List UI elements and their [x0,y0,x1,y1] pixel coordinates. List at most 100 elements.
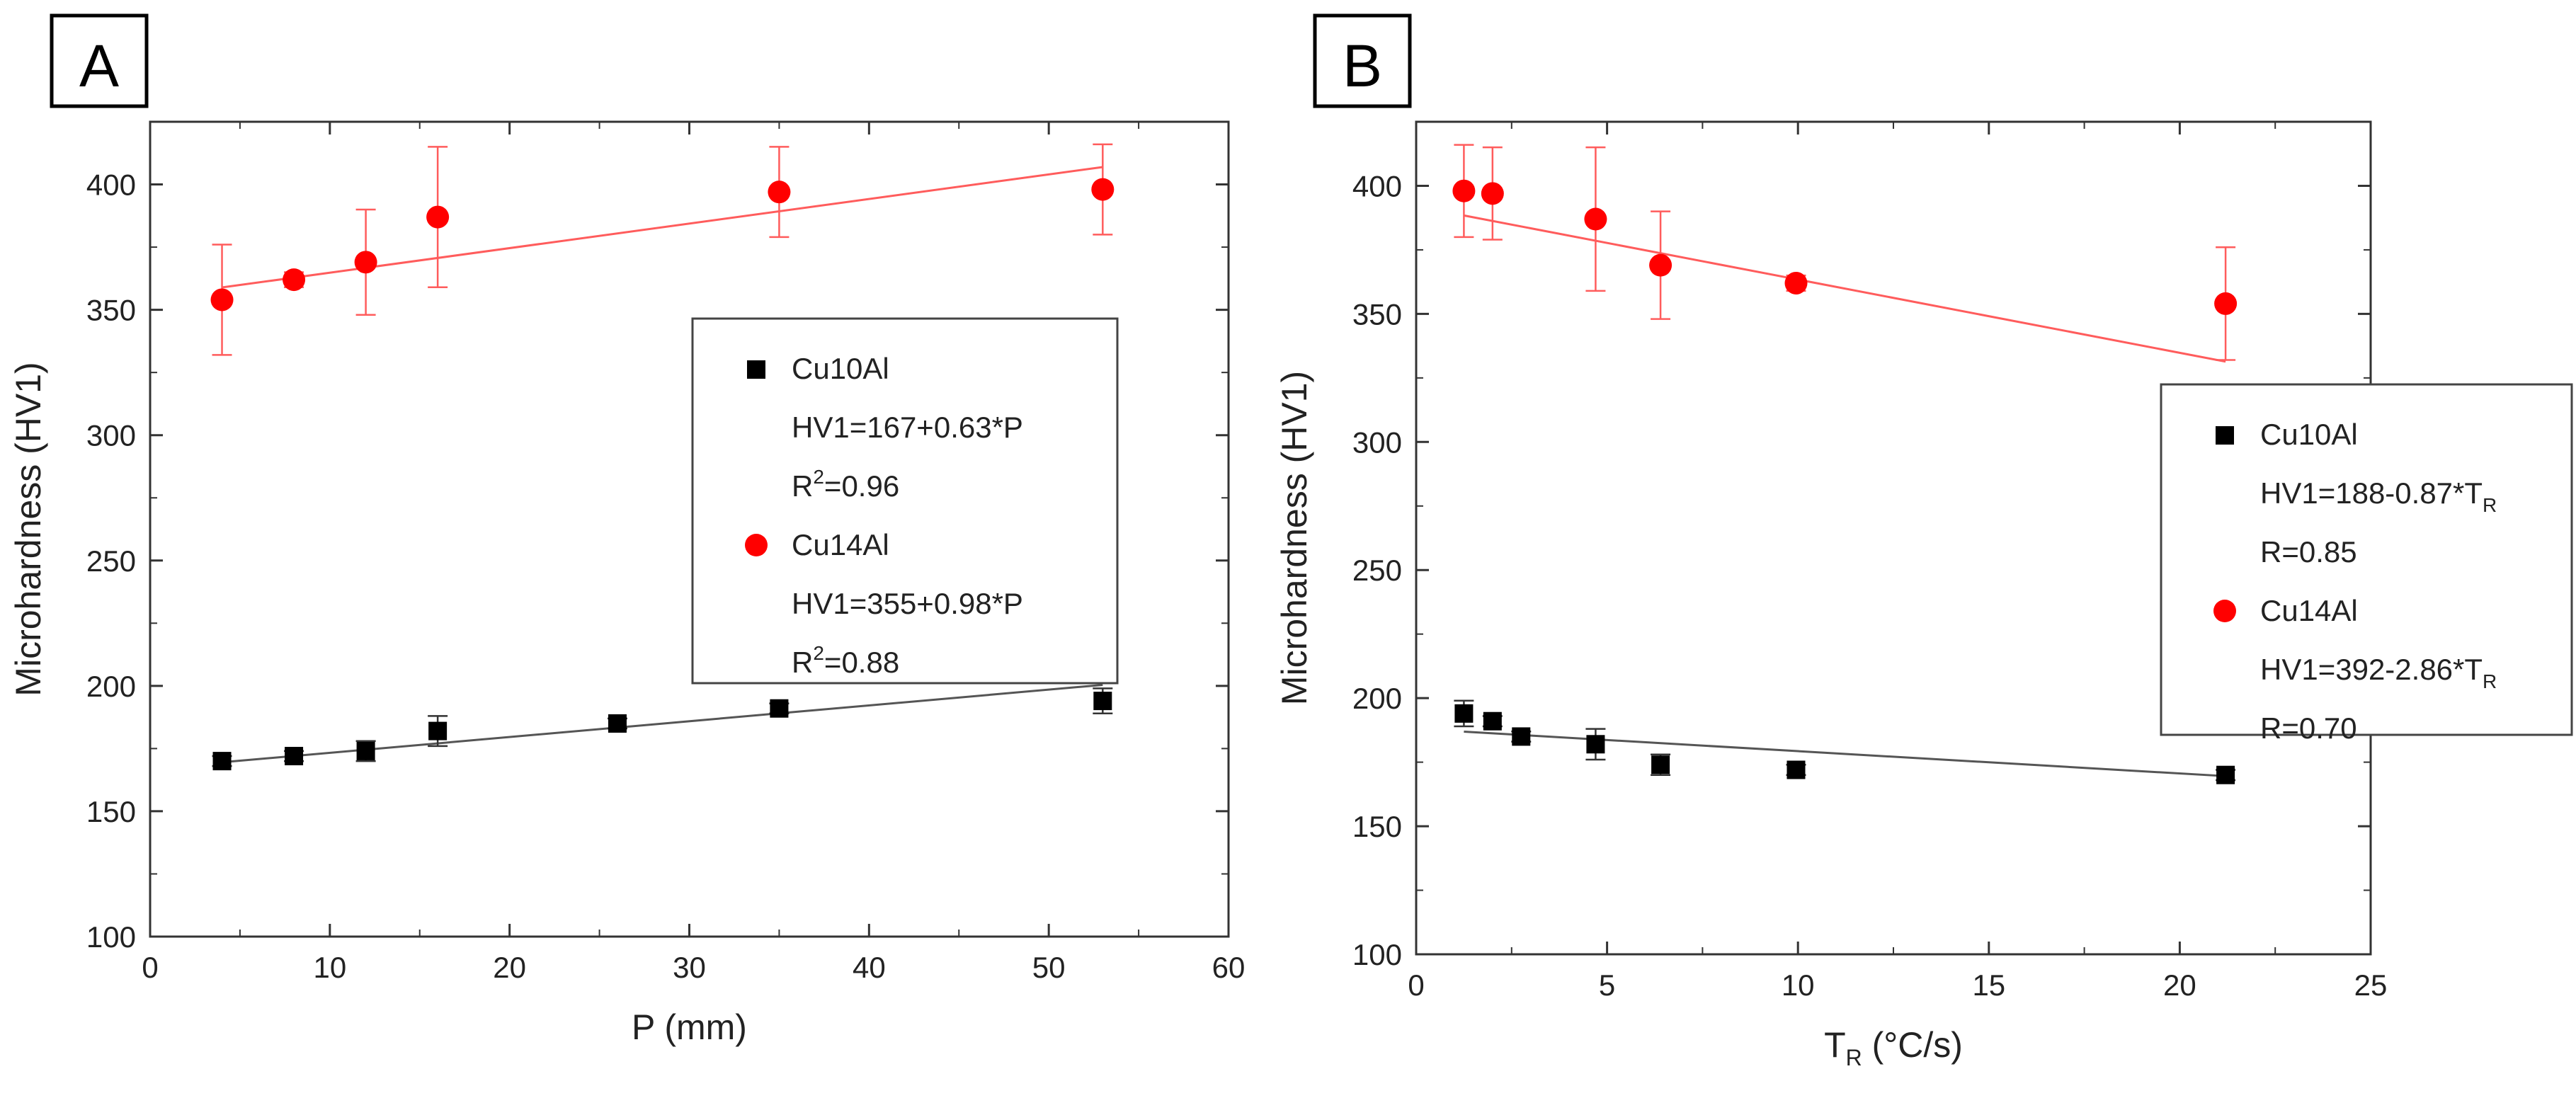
series-cu14al [1452,144,2238,363]
y-tick-label: 300 [1352,425,1402,459]
legend-eq-main: R [792,646,813,679]
legend-equation: R=0.85 [2260,535,2357,568]
x-tick-label: 50 [1032,951,1066,984]
legend-box [691,317,1119,685]
y-tick-label: 250 [1352,554,1402,587]
legend-marker [2216,426,2234,445]
data-point [1091,178,1115,201]
data-point [1452,179,1476,202]
legend-eq-main: HV1=188-0.87*T [2260,476,2483,510]
legend-equation: R2=0.88 [792,642,899,679]
data-point [1649,253,1672,277]
legend-eq-main: R=0.85 [2260,535,2357,568]
panel-label-box [1313,13,1412,108]
data-point [428,721,448,740]
y-tick-label: 100 [86,920,136,954]
data-point [768,181,791,204]
x-axis-label-main: T [1824,1025,1846,1065]
x-axis-label-tail: (°C/s) [1862,1025,1963,1065]
legend-series-name: Cu14Al [2260,594,2358,627]
x-tick-label: 20 [493,951,526,984]
legend-series-name: Cu10Al [2260,418,2358,451]
data-point [210,288,234,311]
legend-equation: R2=0.96 [792,466,899,503]
data-point [283,268,306,292]
legend-eq-main: HV1=355+0.98*P [792,587,1023,620]
data-point [2214,292,2238,315]
series-cu10al [212,683,1113,771]
x-tick-label: 0 [1408,968,1424,1002]
y-axis-label: Microhardness (HV1) [1275,371,1314,705]
x-tick-label: 10 [1782,968,1815,1002]
y-tick-label: 200 [1352,682,1402,715]
data-point [1483,711,1502,731]
legend-equation: HV1=167+0.63*P [792,411,1023,444]
legend-eq-main: HV1=392-2.86*T [2260,653,2483,686]
data-point [1651,755,1670,774]
data-point [1093,692,1112,711]
legend-eq-sup: 2 [813,642,824,664]
panel-label-box [50,13,149,108]
legend-equation: HV1=355+0.98*P [792,587,1023,620]
legend-series-name: Cu14Al [792,528,889,561]
legend-equation: R=0.70 [2260,711,2357,745]
legend-eq-sub: R [2483,494,2497,516]
x-axis-label-sub: R [1846,1045,1862,1070]
legend-eq-main: R=0.70 [2260,711,2357,745]
y-tick-label: 200 [86,670,136,703]
legend-marker [2213,600,2236,622]
x-tick-label: 5 [1599,968,1615,1002]
x-axis-label-main: P (mm) [632,1007,747,1047]
fit-line [1464,731,2226,777]
legend-eq-main: R [792,469,813,503]
legend-eq-tail: =0.96 [824,469,899,503]
x-tick-label: 40 [853,951,886,984]
y-tick-label: 150 [1352,810,1402,843]
x-tick-label: 60 [1212,951,1246,984]
legend-eq-tail: =0.88 [824,646,899,679]
legend: Cu10AlHV1=167+0.63*PR2=0.96Cu14AlHV1=355… [691,317,1119,685]
legend-eq-sub: R [2483,670,2497,692]
series-cu10al [1454,699,2236,784]
x-tick-label: 30 [673,951,706,984]
data-point [1786,760,1806,779]
legend-series-name: Cu10Al [792,352,889,385]
fit-line [1464,214,2226,363]
data-point [1454,704,1474,723]
data-point [285,747,304,766]
y-tick-label: 350 [1352,297,1402,331]
legend: Cu10AlHV1=188-0.87*TRR=0.85Cu14AlHV1=392… [2160,383,2573,745]
data-point [1784,271,1808,294]
data-point [356,741,375,760]
data-point [1584,207,1607,231]
y-tick-label: 400 [1352,169,1402,202]
y-tick-label: 100 [1352,938,1402,971]
y-tick-label: 150 [86,795,136,828]
legend-eq-sup: 2 [813,466,824,488]
data-point [608,714,627,733]
data-point [426,205,450,229]
y-tick-label: 350 [86,294,136,327]
x-axis-label: TR (°C/s) [1824,1025,1963,1070]
x-tick-label: 25 [2354,968,2388,1002]
x-tick-label: 15 [1972,968,2005,1002]
series-cu14al [210,143,1115,356]
chart-panel-a: A 0 10 20 30 40 50 60 100 150 200 250 300 350 400 P (mm… [8,13,1246,1047]
data-point [1481,182,1504,205]
data-point [1512,727,1531,746]
x-axis-label: P (mm) [632,1007,747,1047]
x-tick-label: 0 [142,951,158,984]
legend-equation: HV1=188-0.87*TR [2260,476,2497,516]
panel-label: B [1343,33,1382,99]
fit-line [222,683,1103,764]
data-point [354,251,377,274]
y-tick-label: 250 [86,544,136,578]
data-point [212,752,232,771]
legend-eq-main: HV1=167+0.63*P [792,411,1023,444]
y-axis-label: Microhardness (HV1) [8,362,48,696]
data-point [2216,765,2235,784]
data-point [770,699,789,718]
legend-equation: HV1=392-2.86*TR [2260,653,2497,692]
